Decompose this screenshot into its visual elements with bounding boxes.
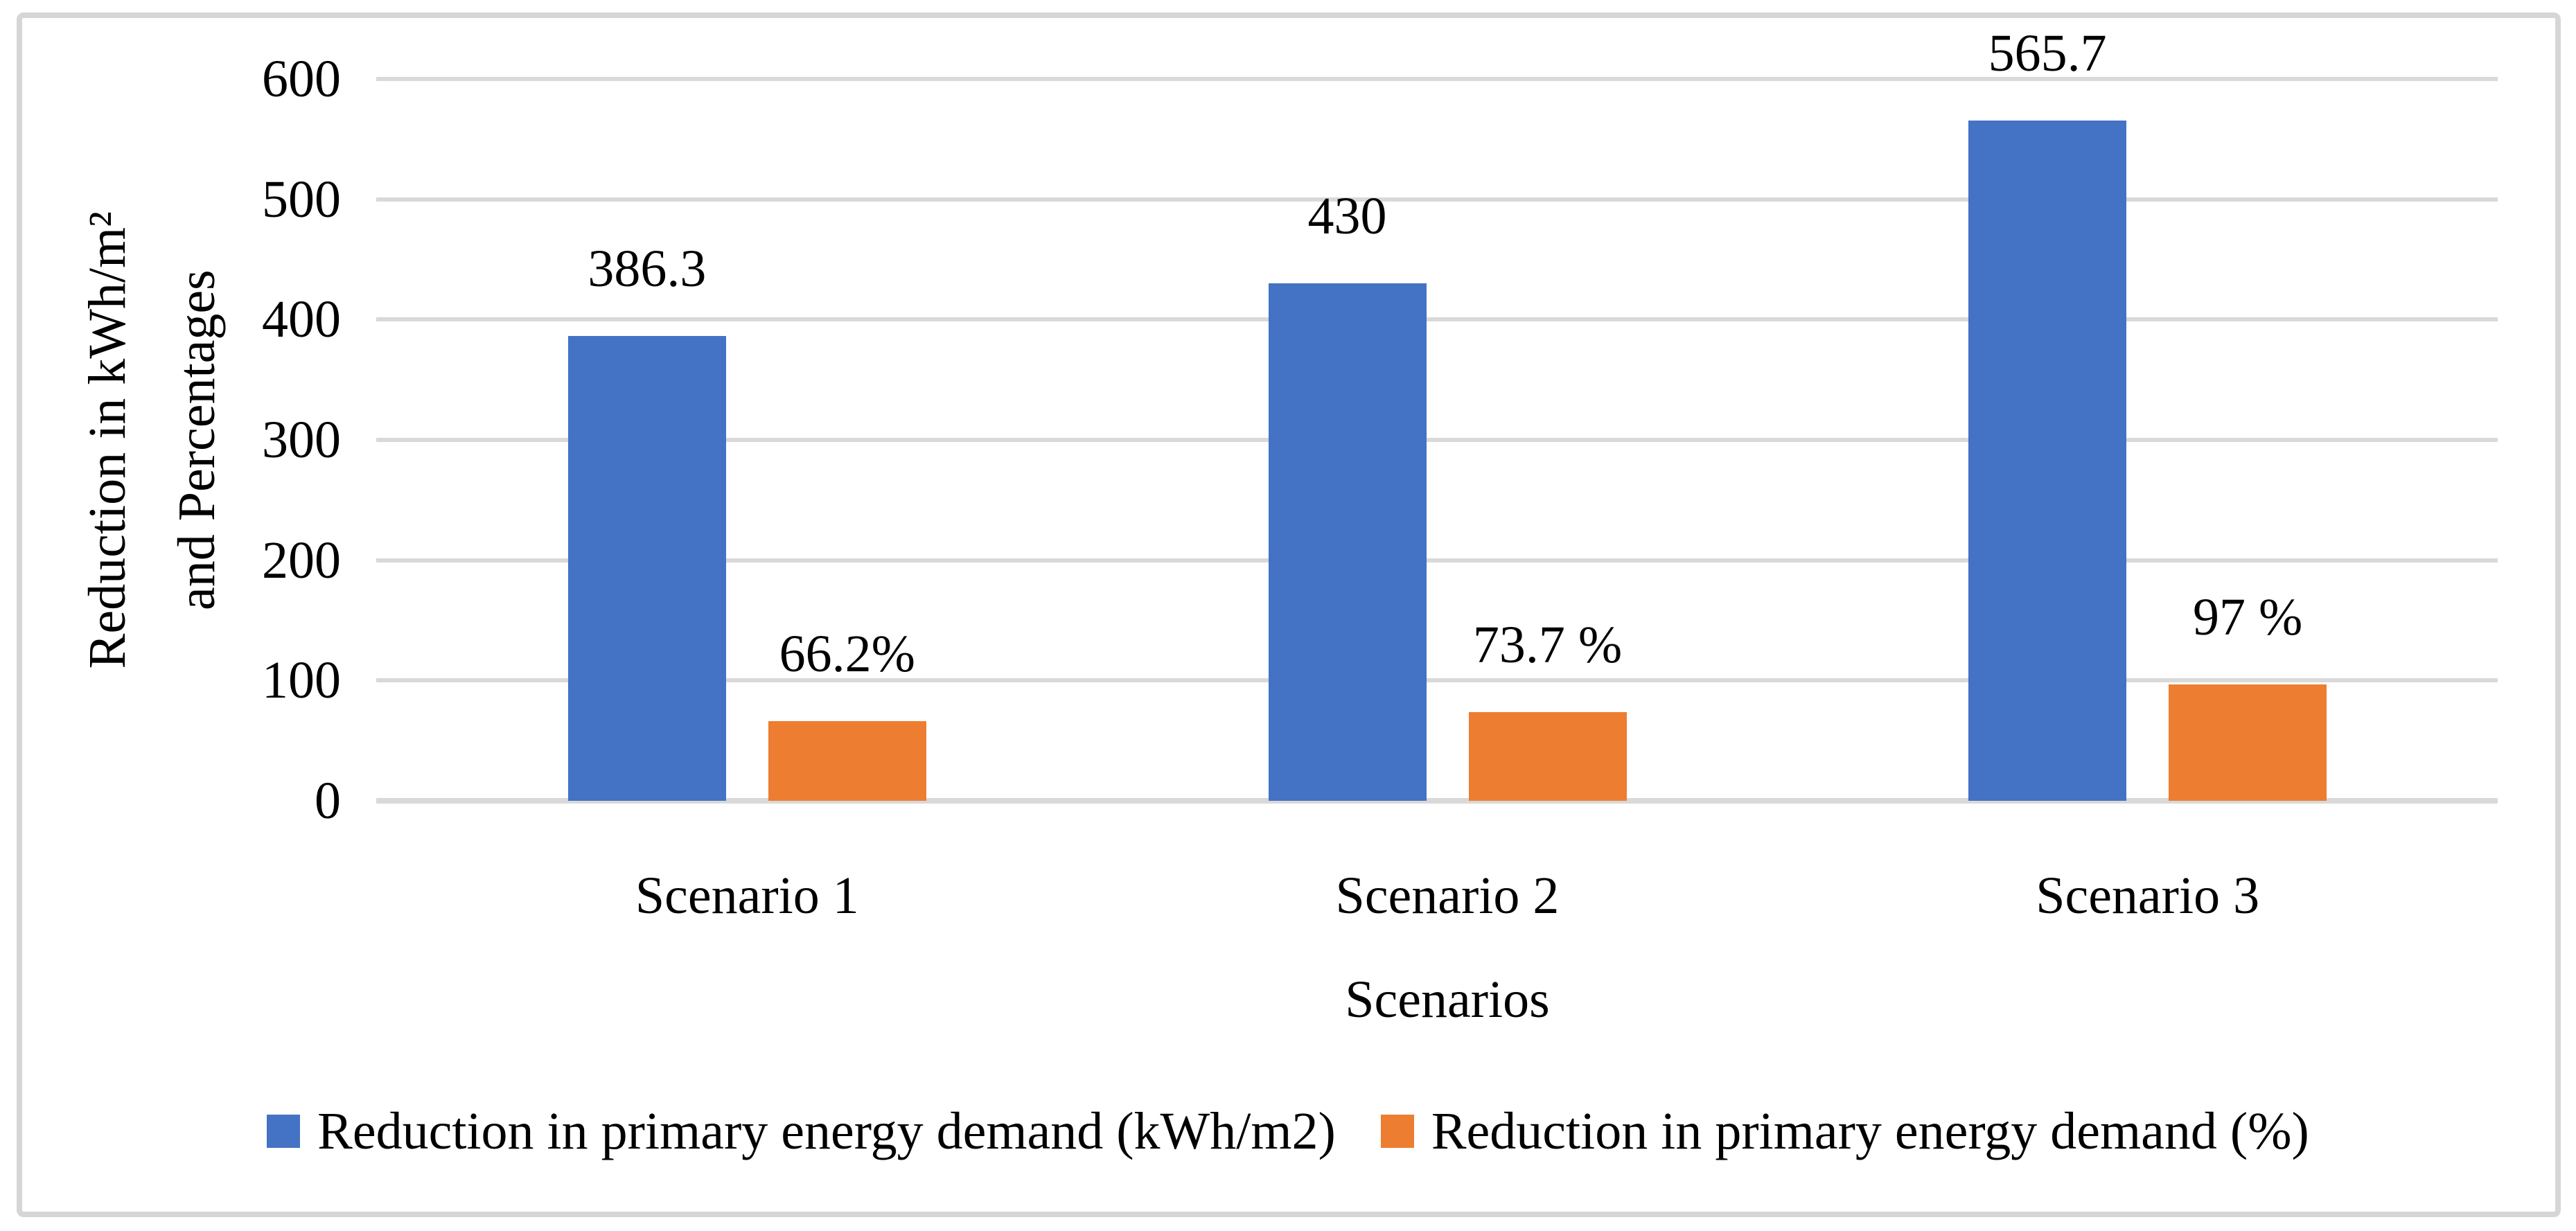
bar-value-label: 565.7 — [1988, 24, 2107, 82]
bar-percent — [768, 721, 926, 801]
legend-swatch-kwh — [267, 1115, 301, 1148]
legend-label-kwh: Reduction in primary energy demand (kWh/… — [317, 1101, 1336, 1160]
bar-kwh — [567, 336, 726, 801]
category-label: Scenario 2 — [1335, 867, 1560, 925]
category-label: Scenario 1 — [635, 867, 859, 925]
bar-value-label: 66.2% — [779, 625, 915, 684]
y-tick-label: 300 — [262, 411, 341, 469]
category-label: Scenario 3 — [2036, 867, 2260, 925]
y-tick-label: 100 — [262, 651, 341, 710]
gridline — [376, 317, 2498, 322]
y-tick-label: 600 — [262, 50, 341, 108]
gridline — [376, 558, 2498, 563]
bar-kwh — [1968, 120, 2127, 801]
y-tick-label: 0 — [315, 772, 341, 830]
y-tick-label: 200 — [262, 531, 341, 590]
legend: Reduction in primary energy demand (kWh/… — [0, 1093, 2576, 1169]
bar-percent — [1468, 712, 1627, 801]
y-tick-label: 400 — [262, 290, 341, 349]
bar-value-label: 430 — [1307, 187, 1387, 246]
gridline — [376, 798, 2498, 804]
gridline — [376, 77, 2498, 81]
gridline — [376, 438, 2498, 442]
bar-value-label: 73.7 % — [1472, 616, 1623, 674]
bar-value-label: 97 % — [2193, 587, 2303, 646]
gridline — [376, 678, 2498, 683]
legend-item-percent: Reduction in primary energy demand (%) — [1380, 1099, 2309, 1164]
legend-label-percent: Reduction in primary energy demand (%) — [1431, 1101, 2309, 1160]
gridline — [376, 197, 2498, 202]
legend-item-kwh: Reduction in primary energy demand (kWh/… — [267, 1099, 1336, 1164]
x-axis-title: Scenarios — [1345, 971, 1550, 1029]
bar-kwh — [1268, 283, 1427, 801]
bar-percent — [2169, 684, 2327, 801]
y-tick-label: 500 — [262, 170, 341, 229]
legend-swatch-percent — [1380, 1115, 1414, 1148]
bar-value-label: 386.3 — [588, 240, 707, 299]
